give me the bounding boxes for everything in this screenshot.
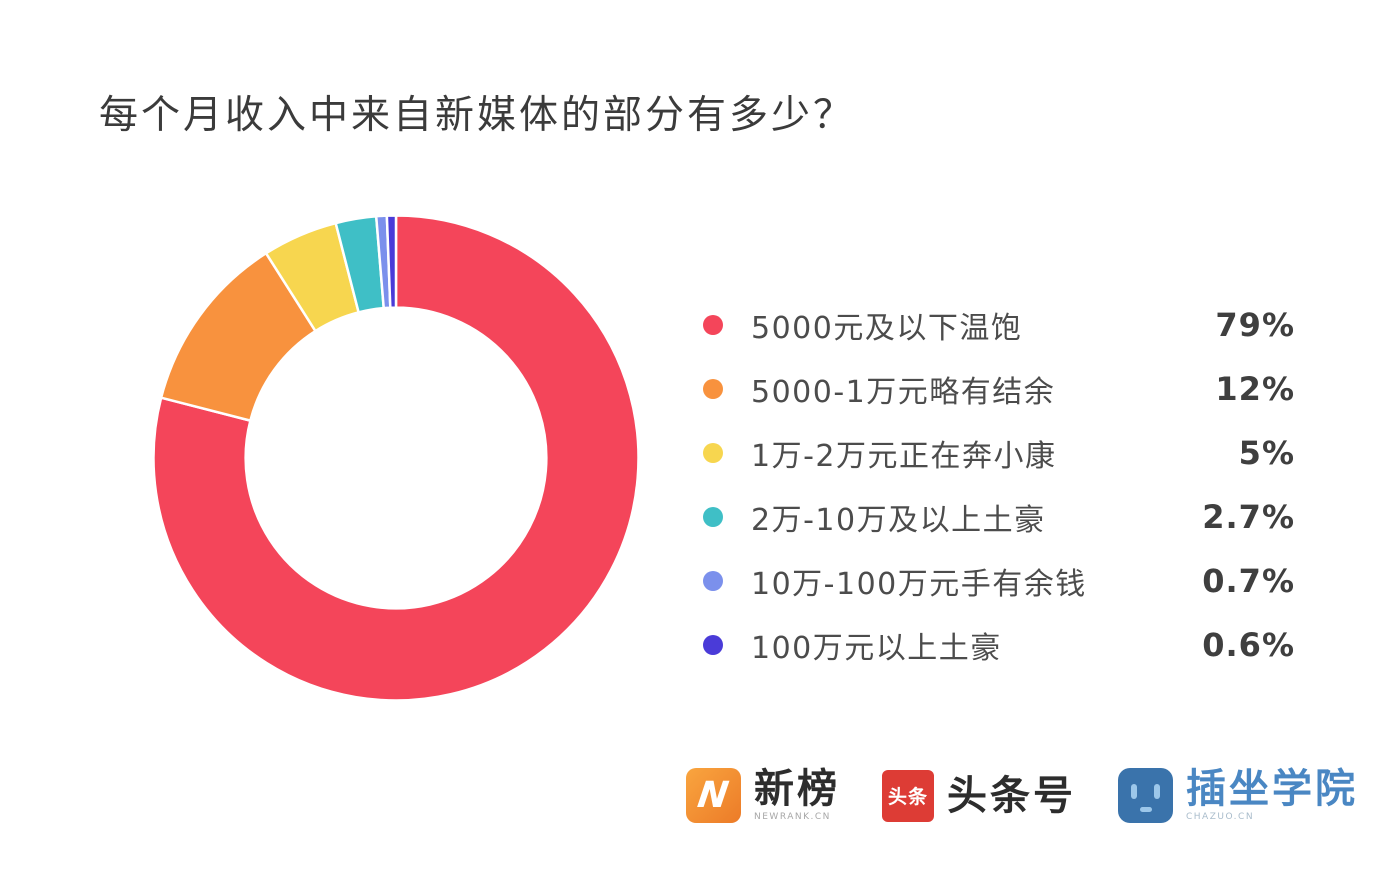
legend-value: 5%	[1238, 434, 1295, 472]
legend-item: 1万-2万元正在奔小康 5%	[703, 421, 1295, 485]
newrank-logo-sublabel: NEWRANK.CN	[754, 812, 831, 822]
legend-label: 100万元以上土豪	[751, 631, 1002, 666]
chazuo-logo-label: 插坐学院	[1186, 766, 1358, 812]
legend-label: 10万-100万元手有余钱	[751, 567, 1087, 602]
chazuo-face-eye-right	[1154, 784, 1160, 799]
legend-dot	[703, 443, 723, 463]
toutiao-icon-glyph: 头条	[887, 786, 928, 808]
newrank-n-glyph: N	[695, 775, 732, 816]
legend-dot	[703, 571, 723, 591]
newrank-logo-icon: N	[686, 768, 741, 823]
footer-logos: N 新榜 NEWRANK.CN 头条 头条号 插坐学院 CHAZUO.CN	[686, 768, 1358, 823]
legend-value: 12%	[1215, 370, 1295, 408]
donut-chart-svg	[152, 214, 640, 702]
legend-value: 79%	[1215, 306, 1295, 344]
chart-legend: 5000元及以下温饱 79% 5000-1万元略有结余 12% 1万-2万元正在…	[703, 293, 1295, 677]
chazuo-face-mouth	[1139, 807, 1152, 812]
legend-item: 5000元及以下温饱 79%	[703, 293, 1295, 357]
legend-item: 100万元以上土豪 0.6%	[703, 613, 1295, 677]
donut-chart	[151, 213, 641, 703]
toutiao-logo-label: 头条号	[947, 772, 1076, 819]
legend-value: 0.7%	[1202, 562, 1295, 600]
legend-item: 10万-100万元手有余钱 0.7%	[703, 549, 1295, 613]
legend-item: 5000-1万元略有结余 12%	[703, 357, 1295, 421]
legend-value: 2.7%	[1202, 498, 1295, 536]
chazuo-face-eye-left	[1131, 784, 1137, 799]
legend-value: 0.6%	[1202, 626, 1295, 664]
logo-newrank: N 新榜 NEWRANK.CN	[686, 768, 840, 823]
donut-slice-0	[152, 214, 640, 702]
legend-dot	[703, 507, 723, 527]
legend-dot	[703, 635, 723, 655]
toutiao-logo-icon: 头条	[882, 769, 934, 822]
legend-item: 2万-10万及以上土豪 2.7%	[703, 485, 1295, 549]
legend-label: 1万-2万元正在奔小康	[751, 439, 1057, 474]
donut-slice-5	[385, 214, 398, 310]
legend-dot	[703, 315, 723, 335]
legend-label: 5000元及以下温饱	[751, 311, 1023, 346]
newrank-logo-label: 新榜	[754, 766, 840, 812]
logo-toutiao: 头条 头条号	[882, 769, 1076, 822]
legend-dot	[703, 379, 723, 399]
legend-label: 2万-10万及以上土豪	[751, 503, 1046, 538]
chazuo-logo-icon	[1118, 768, 1173, 823]
logo-chazuo: 插坐学院 CHAZUO.CN	[1118, 768, 1358, 823]
legend-label: 5000-1万元略有结余	[751, 375, 1056, 410]
chazuo-logo-sublabel: CHAZUO.CN	[1186, 812, 1255, 822]
page-title: 每个月收入中来自新媒体的部分有多少？	[99, 93, 856, 138]
